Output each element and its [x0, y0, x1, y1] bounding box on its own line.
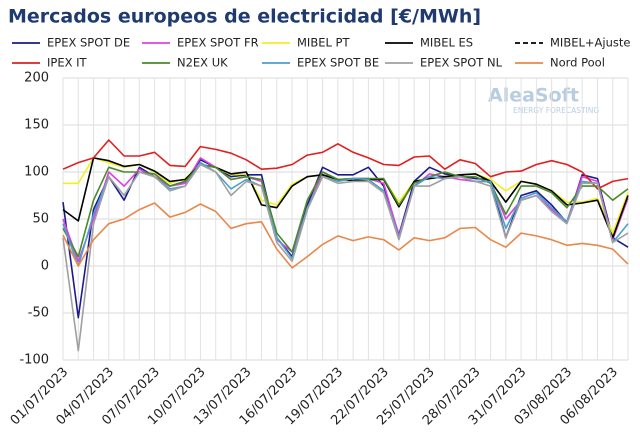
y-tick-label: 200	[24, 71, 49, 86]
series-line	[62, 163, 629, 352]
watermark-sub: ENERGY FORECASTING	[513, 106, 599, 115]
legend-label: EPEX SPOT DE	[47, 36, 130, 50]
chart-title: Mercados europeos de electricidad [€/MWh…	[8, 6, 481, 28]
watermark: AleaSoft	[488, 85, 579, 107]
legend-label: IPEX IT	[47, 56, 88, 70]
series-line	[62, 163, 629, 258]
legend-label: MIBEL+Ajuste	[550, 36, 630, 50]
legend-label: EPEX SPOT FR	[177, 36, 259, 50]
y-tick-label: 150	[24, 118, 49, 133]
legend-label: MIBEL PT	[297, 36, 350, 50]
legend-label: MIBEL ES	[420, 36, 473, 50]
y-tick-label: 50	[32, 212, 49, 227]
series-line	[62, 202, 629, 269]
y-tick-label: -100	[19, 353, 49, 368]
y-tick-label: 100	[24, 165, 49, 180]
legend-label: N2EX UK	[177, 56, 228, 70]
legend-label: EPEX SPOT BE	[297, 56, 379, 70]
legend-label: Nord Pool	[550, 56, 605, 70]
series-line	[62, 139, 629, 190]
y-tick-label: 0	[41, 259, 49, 274]
series-line	[62, 161, 629, 267]
series-line	[63, 157, 629, 234]
y-tick-label: -50	[28, 306, 49, 321]
legend-label: EPEX SPOT NL	[420, 56, 503, 70]
